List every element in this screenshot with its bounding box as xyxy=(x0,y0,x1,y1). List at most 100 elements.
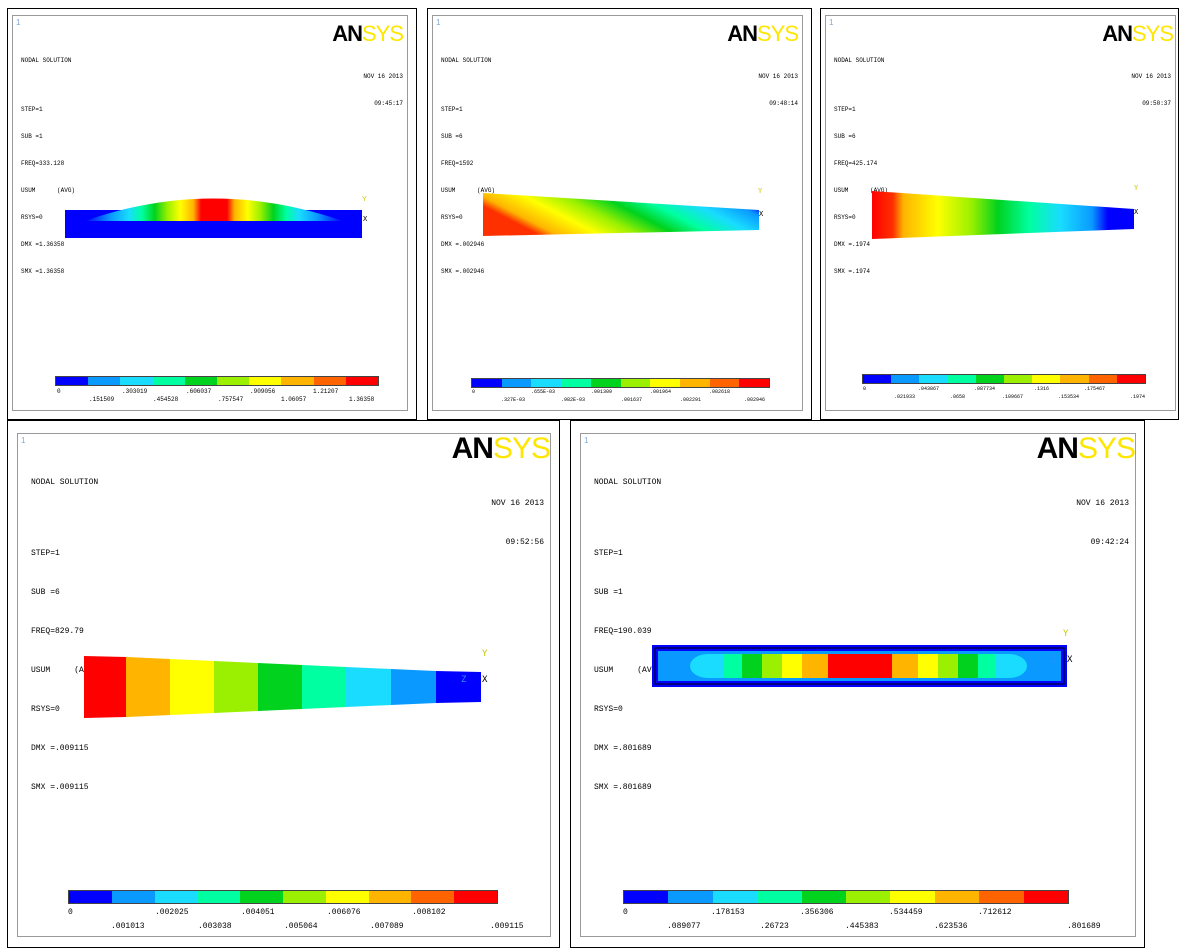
solution-info: NODAL SOLUTION STEP=1 SUB =6 FREQ=1592 U… xyxy=(441,38,495,294)
time-label: 09:52:56 xyxy=(505,538,544,547)
legend-label: .001013 xyxy=(111,922,145,931)
plot-viewport: 1 NODAL SOLUTION STEP=1 SUB =6 FREQ=829.… xyxy=(17,432,551,937)
plot-frame-1: 1 NODAL SOLUTION STEP=1 SUB =1 FREQ=333.… xyxy=(7,8,417,420)
dmx-label: DMX =1.36358 xyxy=(21,241,65,248)
legend-label: .356306 xyxy=(800,908,834,917)
plot-frame-3: 1 NODAL SOLUTION STEP=1 SUB =6 FREQ=425.… xyxy=(820,8,1179,420)
plot-frame-2: 1 NODAL SOLUTION STEP=1 SUB =6 FREQ=1592… xyxy=(427,8,812,420)
legend-label: .004051 xyxy=(241,908,275,917)
legend-label: .151509 xyxy=(89,396,115,403)
date-label: NOV 16 2013 xyxy=(758,73,798,80)
rsys-label: RSYS=0 xyxy=(594,705,623,714)
smx-label: SMX =.002946 xyxy=(441,268,485,275)
solution-info: NODAL SOLUTION STEP=1 SUB =1 FREQ=190.03… xyxy=(594,450,661,820)
beam-deformed xyxy=(872,191,1134,239)
legend-zero: 0 xyxy=(472,389,476,395)
window-number: 1 xyxy=(436,18,441,27)
time-label: 09:48:14 xyxy=(769,100,798,107)
ansys-logo: ANSYS xyxy=(1036,432,1136,465)
plot-viewport: 1 NODAL SOLUTION STEP=1 SUB =1 FREQ=190.… xyxy=(580,432,1136,937)
smx-label: SMX =.801689 xyxy=(594,783,652,792)
y-axis-label: Y xyxy=(758,187,763,195)
freq-label: FREQ=425.174 xyxy=(834,160,878,167)
freq-label: FREQ=190.039 xyxy=(594,627,652,636)
legend-label: .655E-03 xyxy=(531,389,556,395)
ansys-logo: ANSYS xyxy=(727,21,799,46)
sub-label: SUB =6 xyxy=(834,133,856,140)
legend-label: .178153 xyxy=(711,908,745,917)
sub-label: SUB =1 xyxy=(21,133,43,140)
legend-label: .007089 xyxy=(370,922,404,931)
legend-label: .008102 xyxy=(412,908,446,917)
legend-label: .109667 xyxy=(1002,394,1024,400)
sub-label: SUB =6 xyxy=(441,133,463,140)
smx-label: SMX =.009115 xyxy=(31,783,89,792)
x-axis-label: X xyxy=(482,675,488,685)
model-plot: Y X xyxy=(872,184,1139,239)
legend-label: .26723 xyxy=(760,922,789,931)
dmx-label: DMX =.801689 xyxy=(594,744,652,753)
plot-viewport: 1 NODAL SOLUTION STEP=1 SUB =6 FREQ=425.… xyxy=(825,15,1176,411)
window-number: 1 xyxy=(584,436,589,445)
date-label: NOV 16 2013 xyxy=(1076,499,1129,508)
legend-label: .303019 xyxy=(122,388,148,395)
sub-label: SUB =1 xyxy=(594,588,623,597)
legend-label: .982E-03 xyxy=(561,397,586,403)
ansys-logo: ANSYS xyxy=(332,21,404,46)
legend-label: .043867 xyxy=(918,386,940,392)
legend-label: .001309 xyxy=(591,389,613,395)
solution-title: NODAL SOLUTION xyxy=(594,478,662,487)
window-number: 1 xyxy=(21,436,26,445)
legend-label: .002025 xyxy=(155,908,189,917)
model-plot: Y X xyxy=(65,196,368,238)
x-axis-label: X xyxy=(1134,208,1139,216)
step-label: STEP=1 xyxy=(834,106,856,113)
solution-title: NODAL SOLUTION xyxy=(834,57,885,64)
step-label: STEP=1 xyxy=(21,106,43,113)
model-plot: Y Z X xyxy=(84,649,488,718)
freq-label: FREQ=829.79 xyxy=(31,627,84,636)
legend-label: .005064 xyxy=(284,922,318,931)
y-axis-label: Y xyxy=(1134,184,1139,192)
legend-bar xyxy=(862,374,1146,384)
legend-label: .712612 xyxy=(978,908,1012,917)
time-label: 09:50:37 xyxy=(1142,100,1171,107)
dmx-label: DMX =.002946 xyxy=(441,241,485,248)
window-number: 1 xyxy=(16,18,21,27)
legend-zero: 0 xyxy=(623,908,628,917)
legend-bar xyxy=(471,378,770,388)
rsys-label: RSYS=0 xyxy=(441,214,463,221)
solution-info: NODAL SOLUTION STEP=1 SUB =6 FREQ=425.17… xyxy=(834,38,888,294)
freq-label: FREQ=1592 xyxy=(441,160,474,167)
legend-zero: 0 xyxy=(68,908,73,917)
date-label: NOV 16 2013 xyxy=(491,499,544,508)
solution-title: NODAL SOLUTION xyxy=(21,57,72,64)
plot-frame-4: 1 NODAL SOLUTION STEP=1 SUB =6 FREQ=829.… xyxy=(7,420,560,948)
date-time: NOV 16 2013 09:45:17 xyxy=(363,54,403,126)
step-label: STEP=1 xyxy=(31,549,60,558)
legend-label: .087734 xyxy=(974,386,996,392)
legend-label: .153534 xyxy=(1058,394,1080,400)
usum-label: USUM (AVG) xyxy=(594,666,662,675)
legend-label: .623536 xyxy=(934,922,968,931)
beam-deformed xyxy=(483,193,759,236)
window-number: 1 xyxy=(829,18,834,27)
legend-label: .021933 xyxy=(894,394,916,400)
legend-label: .002291 xyxy=(680,397,702,403)
legend-label: .801689 xyxy=(1067,922,1101,931)
y-axis-label: Y xyxy=(1063,629,1069,639)
beam-deformed xyxy=(85,198,343,221)
y-axis-label: Y xyxy=(482,649,488,659)
legend-label: .001637 xyxy=(621,397,643,403)
legend-label: .909056 xyxy=(250,388,276,395)
legend-label: .089077 xyxy=(667,922,701,931)
z-axis-label: Z xyxy=(461,675,467,685)
date-time: NOV 16 2013 09:42:24 xyxy=(1076,471,1129,575)
dmx-label: DMX =.009115 xyxy=(31,744,89,753)
usum-label: USUM (AVG) xyxy=(441,187,496,194)
freq-label: FREQ=333.128 xyxy=(21,160,65,167)
legend-label: .454528 xyxy=(153,396,179,403)
usum-label: USUM (AVG) xyxy=(21,187,76,194)
legend-label: .003038 xyxy=(198,922,232,931)
x-axis-label: X xyxy=(363,215,368,223)
